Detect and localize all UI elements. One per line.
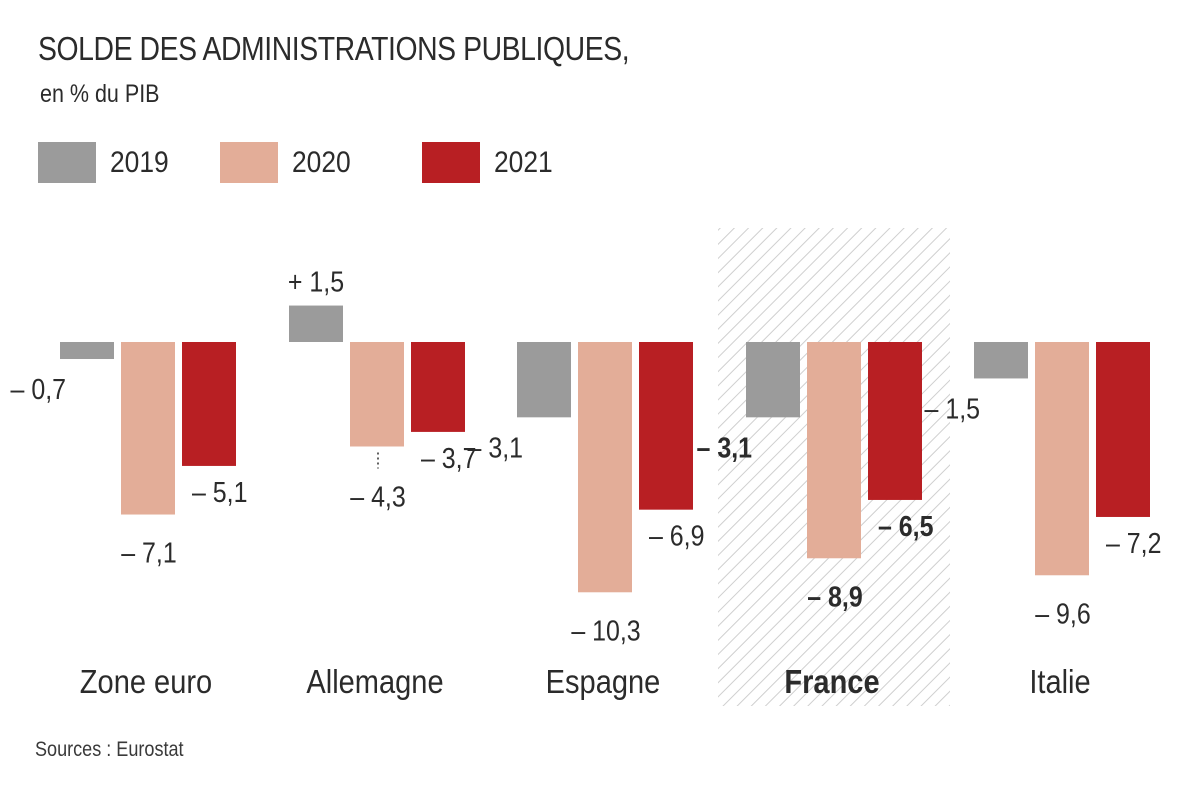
value-label-2019-2: – 3,1 [468,432,523,464]
legend-swatch-2021 [422,142,480,183]
value-label-2020-0: – 7,1 [121,537,176,569]
chart-title: SOLDE DES ADMINISTRATIONS PUBLIQUES, [38,30,630,67]
legend-label-2019: 2019 [110,145,169,179]
value-label-2019-0: – 0,7 [11,373,66,405]
bar-2020-2 [578,342,632,593]
value-label-2021-2: – 6,9 [649,520,704,552]
bar-2020-4 [1035,342,1089,576]
bar-2019-3 [746,342,800,418]
category-label-0: Zone euro [80,663,212,700]
category-label-3: France [784,663,879,700]
value-label-2019-4: – 1,5 [925,393,980,425]
value-label-2019-3: – 3,1 [697,432,752,464]
value-label-2021-4: – 7,2 [1106,527,1161,559]
legend-label-2020: 2020 [292,145,351,179]
legend-item-2019: 2019 [38,140,177,185]
value-label-2020-3: – 8,9 [807,581,862,613]
bar-2021-4 [1096,342,1150,517]
chart-subtitle: en % du PIB [40,80,160,108]
legend-item-2020: 2020 [220,140,359,185]
legend-swatch-2020 [220,142,278,183]
legend-label-2021: 2021 [494,145,553,179]
bar-2019-4 [974,342,1028,379]
category-label-2: Espagne [546,663,661,700]
value-label-2020-1: – 4,3 [350,481,405,513]
legend-item-2021: 2021 [422,140,561,185]
bar-2019-0 [60,342,114,360]
category-label-4: Italie [1029,663,1090,700]
value-label-2019-1: + 1,5 [288,266,344,298]
value-label-2020-4: – 9,6 [1035,598,1090,630]
value-label-2020-2: – 10,3 [571,615,640,647]
bar-2019-1 [289,305,343,342]
source-note: Sources : Eurostat [35,738,184,761]
value-label-2021-1: – 3,7 [421,442,476,474]
bar-2021-2 [639,342,693,510]
category-label-1: Allemagne [306,663,443,700]
legend-swatch-2019 [38,142,96,183]
bar-2021-0 [182,342,236,466]
bar-2020-3 [807,342,861,559]
bar-2020-0 [121,342,175,515]
bar-2021-1 [411,342,465,432]
bar-2020-1 [350,342,404,447]
value-label-2021-3: – 6,5 [878,510,933,542]
bar-2019-2 [517,342,571,418]
value-label-2021-0: – 5,1 [192,476,247,508]
bar-2021-3 [868,342,922,500]
